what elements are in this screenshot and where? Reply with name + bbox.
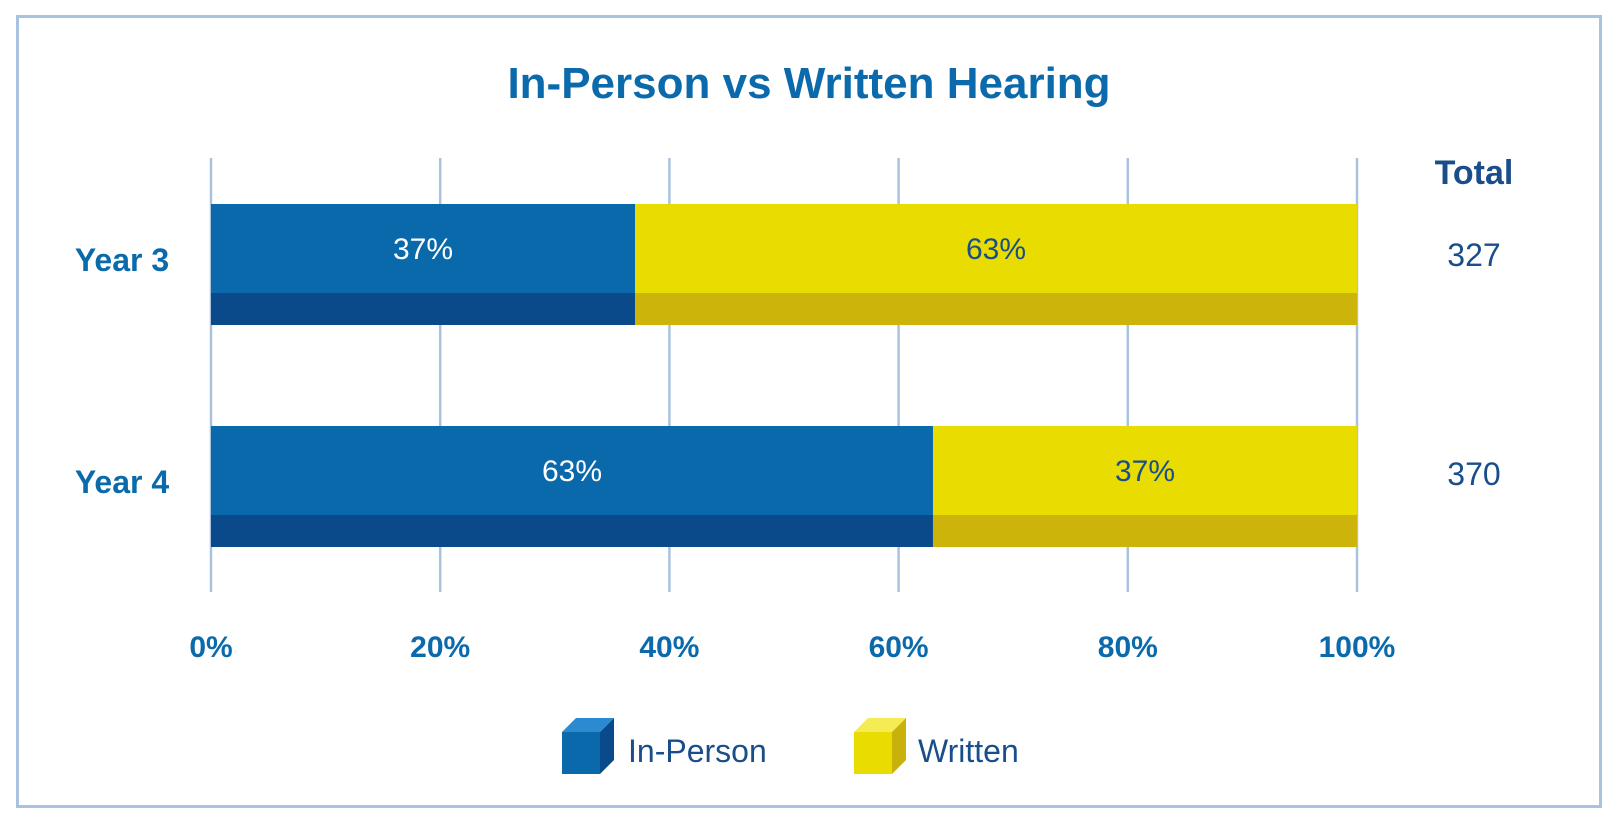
- total-year-4: 370: [1447, 456, 1500, 492]
- legend: In-Person Written: [562, 718, 1019, 774]
- chart-title: In-Person vs Written Hearing: [507, 59, 1110, 108]
- x-tick-label: 80%: [1098, 631, 1158, 664]
- x-tick-label: 0%: [189, 631, 232, 664]
- chart-frame: [16, 15, 1602, 808]
- x-tick-label: 40%: [639, 631, 699, 664]
- category-label-year-4: Year 4: [75, 464, 170, 500]
- x-tick-label: 100%: [1319, 631, 1396, 664]
- x-tick-label: 60%: [869, 631, 929, 664]
- bar-shadow: [211, 293, 636, 325]
- data-label: 37%: [393, 233, 453, 266]
- data-label: 63%: [966, 233, 1026, 266]
- bar-shadow: [211, 515, 933, 547]
- data-label: 63%: [542, 455, 602, 488]
- x-axis-ticks: 0% 20% 40% 60% 80% 100%: [189, 631, 1395, 664]
- data-label: 37%: [1115, 455, 1175, 488]
- legend-swatch-in-person: [562, 718, 614, 774]
- legend-swatch-written: [854, 718, 906, 774]
- totals-header: Total: [1435, 154, 1514, 192]
- x-tick-label: 20%: [410, 631, 470, 664]
- bars: [211, 204, 1357, 547]
- bar-shadow: [932, 515, 1357, 547]
- data-labels: 37% 63% 63% 37%: [393, 233, 1175, 488]
- bar-shadow: [635, 293, 1357, 325]
- legend-label-in-person: In-Person: [628, 733, 767, 769]
- total-year-3: 327: [1447, 237, 1500, 273]
- category-label-year-3: Year 3: [75, 242, 169, 278]
- legend-label-written: Written: [918, 733, 1019, 769]
